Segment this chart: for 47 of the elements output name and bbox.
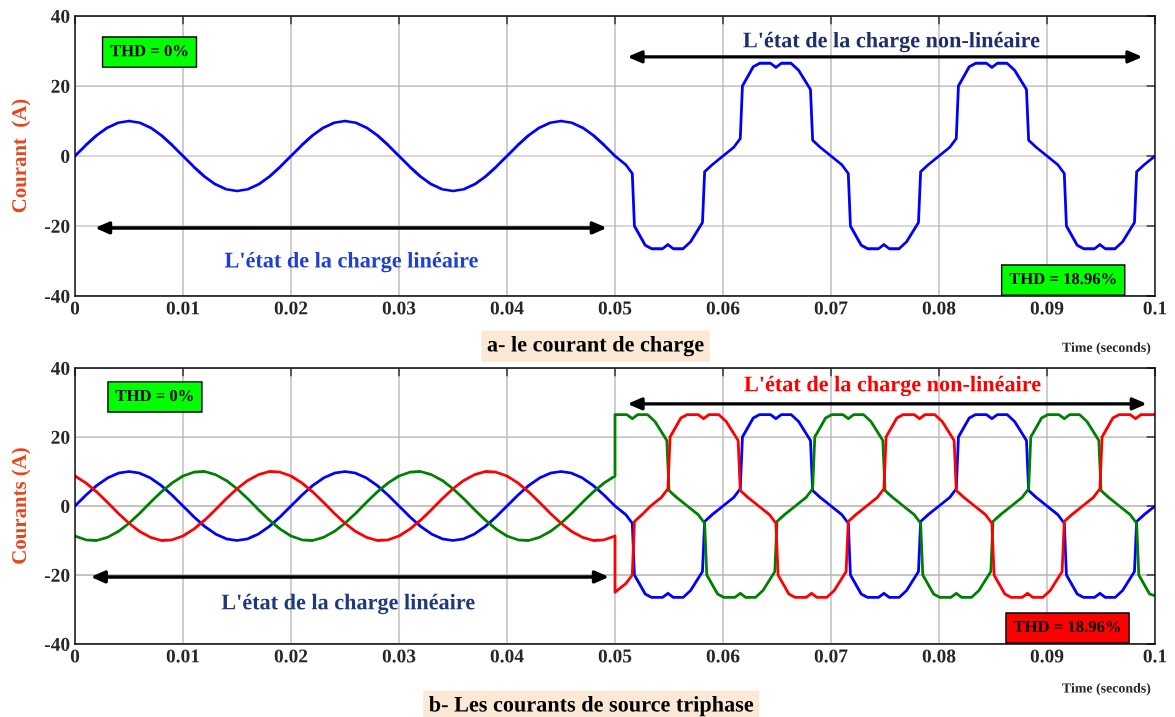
y-tick-label: -40 [44,637,70,651]
annotation: THD = 18.96% [1013,620,1121,633]
x-tick-label: 0.08 [922,301,956,315]
annotation: THD = 0% [110,45,188,57]
x-axis-title: Time (seconds) [1062,342,1151,355]
x-tick-label: 0.05 [598,649,632,663]
x-tick-label: 0.07 [814,649,848,663]
y-tick-label: -20 [44,568,70,582]
y-tick-label: 20 [51,430,70,444]
line-series [75,61,1155,251]
x-tick-label: 0 [70,649,80,663]
text: b- Les courants de source triphase [429,696,754,717]
x-tick-label: 0 [70,301,80,315]
x-tick-label: 0.04 [490,301,524,315]
x-tick-label: 0.04 [490,649,524,663]
x-tick-label: 0.06 [706,301,740,315]
x-tick-label: 0.03 [382,301,416,315]
text: a- le courant de charge [487,335,704,357]
x-tick-label: 0.01 [166,649,200,663]
x-tick-label: 0.09 [1030,649,1064,663]
y-tick-label: 20 [51,79,70,93]
y-axis-title: Courants (A) [11,448,31,564]
x-tick-label: 0.1 [1143,301,1167,315]
x-tick-label: 0.01 [166,301,200,315]
x-tick-label: 0.08 [922,649,956,663]
y-tick-label: 40 [50,9,70,23]
x-tick-label: 0.1 [1143,649,1167,663]
y-tick-label: 0 [61,499,70,513]
y-axis-title: Courant (A) [11,99,31,213]
annotation: L'état de la charge linéaire [221,593,475,615]
y-tick-label: -40 [44,289,70,303]
annotation: L'état de la charge linéaire [224,251,478,273]
y-tick-label: -20 [44,219,70,233]
x-tick-label: 0.03 [382,649,416,663]
x-tick-label: 0.06 [706,649,740,663]
x-axis-title: Time (seconds) [1062,682,1151,696]
x-tick-label: 0.02 [274,649,308,663]
x-tick-label: 0.07 [814,301,848,315]
annotation: THD = 18.96% [1009,272,1116,285]
annotation: L'état de la charge non-linéaire [743,31,1040,53]
x-tick-label: 0.09 [1030,301,1064,315]
x-tick-label: 0.02 [274,301,308,315]
annotation: L'état de la charge non-linéaire [744,375,1041,397]
y-tick-label: 0 [61,149,70,163]
annotation: THD = 0% [115,389,193,402]
x-tick-label: 0.05 [598,301,632,315]
y-tick-label: 40 [50,361,70,375]
